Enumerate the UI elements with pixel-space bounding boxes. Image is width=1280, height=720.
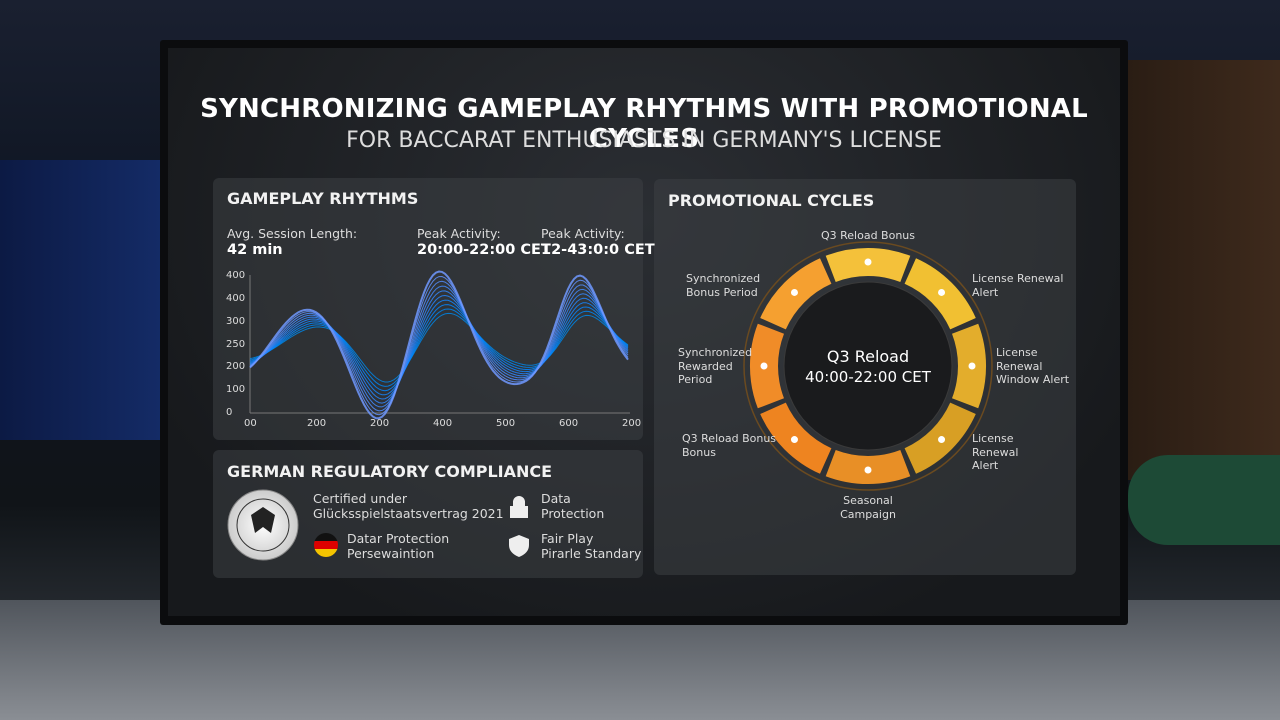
segment-icon xyxy=(968,362,976,370)
wave-line xyxy=(249,270,629,420)
cycle-label: Window Alert xyxy=(996,373,1070,386)
segment-icon xyxy=(938,436,946,444)
compliance-text: Certified under xyxy=(313,491,408,506)
wave-line xyxy=(249,285,629,408)
compliance-text: Persewaintion xyxy=(347,546,435,561)
compliance-text: Protection xyxy=(541,506,605,521)
compliance-text: Pirarle Standary xyxy=(541,546,642,561)
wave-line xyxy=(249,304,629,392)
cycle-label: License xyxy=(996,346,1038,359)
y-axis-label: 400 xyxy=(226,270,246,281)
cycle-label: License xyxy=(972,432,1014,445)
x-axis-label: 200 xyxy=(622,418,642,429)
title: SYNCHRONIZING GAMEPLAY RHYTHMS WITH PROM… xyxy=(200,94,1088,154)
panel-title: GERMAN REGULATORY COMPLIANCE xyxy=(227,462,553,481)
y-axis-label: 0 xyxy=(226,407,233,418)
segment-icon xyxy=(864,466,872,474)
y-axis-label: 200 xyxy=(226,361,246,373)
stat-value: 12-43:0:0 CET xyxy=(541,242,655,258)
y-axis-label: 250 xyxy=(226,338,246,350)
wave-line xyxy=(249,280,629,412)
cycle-label: Period xyxy=(678,373,713,386)
lock-icon xyxy=(510,496,528,518)
stat-label: Peak Activity: xyxy=(541,226,625,241)
segment-icon xyxy=(864,258,872,266)
x-axis-label: 400 xyxy=(433,418,453,429)
cycle-label: Seasonal xyxy=(843,494,893,507)
cycle-ring xyxy=(743,241,993,491)
wave-line xyxy=(249,308,629,387)
ring-outline xyxy=(743,241,993,491)
cycle-label: Renewal xyxy=(996,359,1043,373)
eagle-icon xyxy=(251,507,275,533)
flag-icon xyxy=(314,533,338,557)
wave-line xyxy=(249,299,629,396)
seal-icon xyxy=(236,498,290,552)
x-axis-label: 00 xyxy=(244,418,257,429)
x-axis-label: 500 xyxy=(496,418,516,429)
panel-title: PROMOTIONAL CYCLES xyxy=(668,191,875,210)
compliance-text: Glücksspielstaatsvertrag 2021 xyxy=(313,506,504,521)
background-shelves xyxy=(1128,60,1280,480)
subtitle: FOR BACCARAT ENTHUSIASTS IN GERMANY'S LI… xyxy=(346,128,942,153)
compliance-text: Datar Protection xyxy=(347,531,450,546)
y-axis-label: 100 xyxy=(226,384,246,396)
stat-label: Avg. Session Length: xyxy=(227,226,358,241)
x-axis-label: 600 xyxy=(559,418,579,429)
cycle-label: Alert xyxy=(972,285,999,299)
cycle-label: Alert xyxy=(972,459,999,472)
stat-value: 42 min xyxy=(227,242,283,258)
cycle-label: Rewarded xyxy=(678,359,733,373)
cycle-label: Campaign xyxy=(840,507,896,521)
cycle-label: Bonus xyxy=(682,445,716,459)
ring-center-subtitle: 40:00-22:00 CET xyxy=(805,368,932,386)
background-curtain xyxy=(0,160,160,440)
cycle-label: Q3 Reload Bonus xyxy=(682,432,777,445)
x-axis-label: 200 xyxy=(307,418,327,429)
cycle-label: Synchronized xyxy=(678,346,753,359)
compliance-text: Data xyxy=(541,491,571,506)
x-axis-label: 200 xyxy=(370,418,390,429)
cycle-label: Synchronized xyxy=(686,272,761,285)
cycle-label: Bonus Period xyxy=(686,285,758,299)
compliance-text: Fair Play xyxy=(541,531,594,546)
cycle-label: Renewal xyxy=(972,445,1019,459)
wave-line xyxy=(249,294,629,400)
stat-value: 20:00-22:00 CET xyxy=(417,242,551,258)
stat-label: Peak Activity: xyxy=(417,226,501,241)
segment-icon xyxy=(760,362,768,370)
cycle-label: License Renewal xyxy=(972,272,1064,285)
ring-center-title: Q3 Reload xyxy=(827,347,909,366)
cycle-label: Q3 Reload Bonus xyxy=(820,229,916,242)
wave-line xyxy=(249,312,629,383)
segment-icon xyxy=(938,288,946,296)
wave-line xyxy=(249,290,629,404)
panel-title: GAMEPLAY RHYTHMS xyxy=(227,189,419,208)
y-axis-label: 400 xyxy=(226,292,246,304)
ring-center xyxy=(783,281,953,451)
wave-line xyxy=(249,275,629,416)
segment-icon xyxy=(790,436,798,444)
wave-chart xyxy=(249,270,630,420)
y-axis-label: 300 xyxy=(226,315,246,327)
segment-icon xyxy=(790,288,798,296)
shield-icon xyxy=(509,535,529,557)
background-table xyxy=(1128,455,1280,545)
